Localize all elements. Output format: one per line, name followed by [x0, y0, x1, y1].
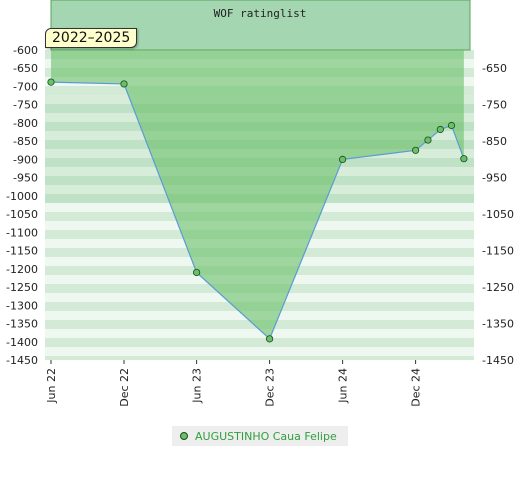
- x-tick-label: Dec 24: [410, 368, 423, 407]
- series-line: [50, 81, 465, 340]
- y-tick-label: -1050: [6, 208, 38, 221]
- data-point[interactable]: [412, 146, 420, 154]
- y-tick-label: -1150: [6, 245, 38, 258]
- y-tick-label: -750: [13, 99, 38, 112]
- y-right-tick-label: -750: [482, 99, 507, 112]
- y-right-tick-label: -1350: [482, 318, 514, 331]
- grid-band: [45, 338, 474, 347]
- y-tick-label: -700: [13, 80, 38, 93]
- y-tick-label: -650: [13, 62, 38, 75]
- x-tick-label: Jun 23: [191, 368, 204, 404]
- data-point[interactable]: [339, 155, 347, 164]
- y-tick-label: -850: [13, 135, 38, 148]
- y-right-tick-label: -1450: [482, 354, 514, 367]
- legend-marker-icon: [180, 432, 188, 440]
- data-point[interactable]: [193, 268, 201, 277]
- y-tick-label: -1350: [6, 318, 38, 331]
- y-tick-label: -1250: [6, 281, 38, 294]
- data-point[interactable]: [424, 136, 432, 144]
- period-badge: 2022–2025: [45, 28, 138, 48]
- x-tick-label: Jun 22: [45, 368, 58, 404]
- data-point[interactable]: [266, 335, 274, 343]
- grid-band: [45, 356, 474, 360]
- legend[interactable]: AUGUSTINHO Caua Felipe: [172, 426, 348, 446]
- data-point[interactable]: [436, 125, 444, 134]
- y-tick-label: -1450: [6, 354, 38, 367]
- y-right-tick-label: -1050: [482, 208, 514, 221]
- x-tick-label: Dec 23: [264, 368, 277, 407]
- data-point[interactable]: [47, 78, 55, 86]
- series-area: [51, 50, 464, 339]
- grid-band: [45, 329, 474, 338]
- grid-band: [45, 347, 474, 356]
- y-tick-label: -1400: [6, 336, 38, 349]
- y-tick-label: -800: [13, 117, 38, 130]
- x-tick-label: Jun 24: [337, 368, 350, 404]
- y-tick-label: -900: [13, 153, 38, 166]
- y-right-tick-label: -1150: [482, 245, 514, 258]
- data-point[interactable]: [460, 155, 468, 163]
- chart-title: WOF ratinglist: [214, 7, 307, 20]
- y-tick-label: -1300: [6, 299, 38, 312]
- data-point[interactable]: [447, 121, 456, 130]
- y-tick-label: -1000: [6, 190, 38, 203]
- legend-label: AUGUSTINHO Caua Felipe: [195, 429, 337, 443]
- y-tick-label: -1100: [6, 226, 38, 239]
- y-tick-label: -950: [13, 172, 38, 185]
- y-tick-label: -1200: [6, 263, 38, 276]
- y-right-tick-label: -650: [482, 62, 507, 75]
- y-right-tick-label: -850: [482, 135, 507, 148]
- y-right-tick-label: -950: [482, 172, 507, 185]
- data-point[interactable]: [120, 80, 128, 88]
- y-tick-label: -600: [13, 44, 38, 57]
- x-tick-label: Dec 22: [118, 368, 131, 407]
- y-right-tick-label: -1250: [482, 281, 514, 294]
